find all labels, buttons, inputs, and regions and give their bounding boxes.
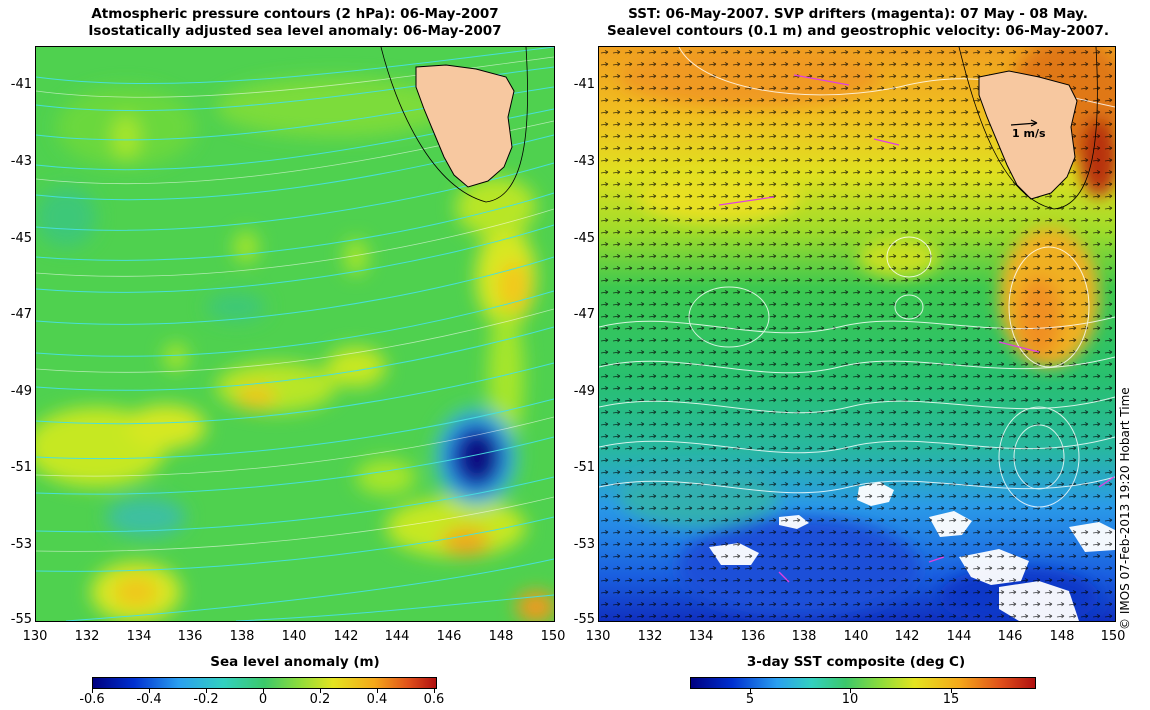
lat-tick: -55 [573, 612, 595, 627]
sea-level-colorbar [92, 677, 437, 689]
lon-tick: 146 [997, 629, 1023, 644]
sst-map [598, 46, 1116, 622]
lon-tick: 148 [488, 629, 514, 644]
lon-tick: 140 [281, 629, 307, 644]
left-title-line1: Atmospheric pressure contours (2 hPa): 0… [91, 6, 499, 22]
sst-colorbar [690, 677, 1036, 689]
lat-tick: -45 [573, 231, 595, 246]
sst-colorbar-label: 3-day SST composite (deg C) [746, 654, 966, 670]
lon-tick: 134 [126, 629, 152, 644]
colorbar-tick: 5 [745, 692, 755, 707]
colorbar-tick: 10 [841, 692, 859, 707]
lat-tick: -41 [10, 77, 32, 92]
lat-tick: -53 [573, 537, 595, 552]
lon-tick: 150 [540, 629, 566, 644]
lat-tick: -45 [10, 231, 32, 246]
colorbar-tick: 0.6 [423, 692, 445, 707]
colorbar-tick: -0.4 [136, 692, 162, 707]
lat-tick: -43 [573, 154, 595, 169]
lon-tick: 150 [1100, 629, 1126, 644]
lon-tick: 144 [384, 629, 410, 644]
right-map-title: SST: 06-May-2007. SVP drifters (magenta)… [598, 6, 1118, 40]
lat-tick: -51 [573, 460, 595, 475]
lon-tick: 130 [22, 629, 48, 644]
pressure-contours [36, 47, 554, 621]
sea-level-anomaly-map [35, 46, 555, 622]
lat-tick: -51 [10, 460, 32, 475]
lon-tick: 148 [1049, 629, 1075, 644]
lon-tick: 140 [843, 629, 869, 644]
lat-tick: -43 [10, 154, 32, 169]
colorbar-tick: 15 [942, 692, 960, 707]
left-map-title: Atmospheric pressure contours (2 hPa): 0… [35, 6, 555, 40]
velocity-scale-label: 1 m/s [1012, 127, 1046, 140]
lon-tick: 130 [585, 629, 611, 644]
lon-tick: 138 [791, 629, 817, 644]
lon-tick: 136 [740, 629, 766, 644]
tasmania-land [978, 70, 1078, 200]
lat-tick: -53 [10, 537, 32, 552]
colorbar-tick: 0.2 [309, 692, 331, 707]
tasmania-land [415, 64, 515, 188]
lon-tick: 144 [946, 629, 972, 644]
lon-tick: 136 [177, 629, 203, 644]
copyright-notice: © IMOS 07-Feb-2013 19:20 Hobart Time [1118, 387, 1132, 630]
lon-tick: 146 [436, 629, 462, 644]
lon-tick: 142 [894, 629, 920, 644]
lon-tick: 138 [229, 629, 255, 644]
right-title-line2: Sealevel contours (0.1 m) and geostrophi… [606, 23, 1110, 39]
lon-tick: 142 [333, 629, 359, 644]
lat-tick: -47 [10, 307, 32, 322]
lat-tick: -55 [10, 612, 32, 627]
anomaly-field [36, 77, 554, 621]
right-title-line1: SST: 06-May-2007. SVP drifters (magenta)… [628, 6, 1088, 22]
sea-level-colorbar-label: Sea level anomaly (m) [210, 654, 380, 670]
lon-tick: 134 [688, 629, 714, 644]
colorbar-tick: 0 [258, 692, 268, 707]
colorbar-tick: -0.6 [79, 692, 105, 707]
colorbar-tick: 0.4 [366, 692, 388, 707]
lat-tick: -47 [573, 307, 595, 322]
lon-tick: 132 [637, 629, 663, 644]
svp-drifters [718, 74, 1115, 583]
velocity-scale-arrow [1010, 119, 1038, 127]
colorbar-tick: -0.2 [193, 692, 219, 707]
lat-tick: -49 [10, 384, 32, 399]
lon-tick: 132 [74, 629, 100, 644]
left-title-line2: Isostatically adjusted sea level anomaly… [88, 23, 502, 39]
lat-tick: -41 [573, 77, 595, 92]
lat-tick: -49 [573, 384, 595, 399]
